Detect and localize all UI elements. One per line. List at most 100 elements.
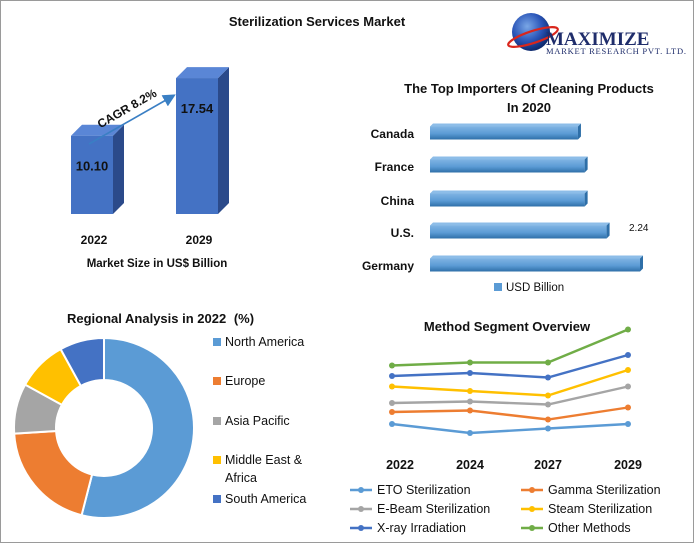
- method-series-line: [391, 328, 629, 367]
- importer-bar-end: [577, 123, 581, 140]
- market-bar-side: [113, 124, 124, 214]
- method-legend-label: Steam Sterilization: [548, 502, 652, 516]
- method-legend-label: E-Beam Sterilization: [377, 502, 490, 516]
- importer-data-label: 2.24: [629, 223, 649, 234]
- method-series-point: [467, 359, 473, 366]
- method-series-point: [625, 421, 631, 427]
- market-size-title: Sterilization Services Market: [229, 14, 406, 29]
- importers-legend-swatch: [494, 283, 502, 291]
- regional-title-suffix: (%): [234, 311, 254, 326]
- method-legend-marker: [358, 506, 364, 512]
- method-legend-marker: [529, 506, 535, 512]
- importers-title-line-2: In 2020: [507, 100, 551, 115]
- importers-legend-label: USD Billion: [506, 282, 564, 294]
- method-series-point: [467, 430, 473, 436]
- regional-title: Regional Analysis in 2022 (%): [67, 311, 254, 326]
- market-bar-top: [71, 124, 124, 136]
- method-x-tick: 2027: [534, 458, 562, 472]
- method-legend-label: Other Methods: [548, 521, 631, 535]
- regional-chart: Regional Analysis in 2022 (%) North Amer…: [13, 311, 306, 519]
- method-series-line: [391, 385, 629, 406]
- market-bar-top: [176, 67, 229, 79]
- region-legend-swatch: [213, 377, 221, 385]
- region-legend-swatch: [213, 495, 221, 503]
- method-series-point: [625, 404, 631, 411]
- market-bar: [71, 135, 113, 214]
- method-legend-label: Gamma Sterilization: [548, 483, 661, 497]
- importer-bar: [430, 193, 585, 207]
- importer-bar: [430, 126, 578, 140]
- region-legend-label: Asia Pacific: [225, 414, 290, 428]
- importer-bar-end: [584, 156, 588, 173]
- importer-bar-top: [430, 123, 581, 127]
- method-series-point: [545, 374, 551, 381]
- method-series-point: [545, 359, 551, 366]
- method-series-line: [391, 368, 629, 397]
- method-series-point: [389, 400, 395, 406]
- globe-swoosh: [507, 26, 559, 48]
- method-series-point: [545, 392, 551, 399]
- importer-bar-top: [430, 156, 588, 160]
- market-bar-value: 10.10: [76, 159, 109, 174]
- market-year-label: 2022: [81, 233, 108, 247]
- region-legend-label: Europe: [225, 374, 265, 388]
- importer-bar: [430, 225, 607, 239]
- maximize-logo: MAXIMIZE MARKET RESEARCH PVT. LTD.: [507, 13, 686, 56]
- market-year-label: 2029: [186, 233, 213, 247]
- region-legend-label: North America: [225, 335, 304, 349]
- importer-bar-end: [640, 255, 643, 272]
- importer-bar-end: [584, 190, 588, 207]
- market-bar: [176, 78, 218, 214]
- importer-bar-top: [430, 190, 588, 194]
- region-legend-label: Africa: [225, 471, 257, 485]
- method-series-point: [389, 362, 395, 369]
- region-legend-label: South America: [225, 492, 306, 506]
- method-chart: Method Segment Overview 2022 2024 2027 2029…: [350, 319, 661, 535]
- importers-chart: The Top Importers Of Cleaning Products I…: [362, 81, 654, 294]
- method-series-point: [389, 421, 395, 427]
- market-bar-value: 17.54: [181, 101, 214, 116]
- market-size-chart: Sterilization Services Market 10.10 2022 1…: [71, 14, 406, 270]
- method-series-line: [391, 406, 629, 421]
- method-series-point: [467, 398, 473, 405]
- method-legend-marker: [358, 487, 364, 493]
- method-series-point: [389, 409, 395, 415]
- method-series-point: [389, 383, 395, 390]
- importers-title-line-1: The Top Importers Of Cleaning Products: [404, 81, 654, 96]
- method-series-point: [625, 367, 631, 373]
- method-series-point: [545, 416, 551, 423]
- importer-country-label: Germany: [362, 259, 414, 273]
- donut-slice: [59, 336, 105, 388]
- market-size-xlabel: Market Size in US$ Billion: [87, 258, 228, 270]
- method-series-point: [625, 326, 631, 333]
- method-x-tick: 2024: [456, 458, 484, 472]
- method-series-point: [389, 373, 395, 379]
- method-legend-marker: [358, 525, 364, 531]
- donut-slice: [80, 336, 196, 519]
- method-series-line: [391, 422, 629, 435]
- method-series-line: [391, 353, 629, 379]
- logo-subtitle: MARKET RESEARCH PVT. LTD.: [546, 46, 686, 56]
- importer-bar: [430, 258, 640, 272]
- method-legend-marker: [529, 487, 535, 493]
- cagr-arrow: [88, 94, 176, 145]
- method-legend-label: ETO Sterilization: [377, 483, 471, 497]
- method-series-point: [545, 401, 551, 408]
- method-series-point: [467, 407, 473, 414]
- region-legend-swatch: [213, 417, 221, 425]
- method-title: Method Segment Overview: [424, 319, 591, 334]
- importer-country-label: Canada: [371, 127, 415, 141]
- market-bar-side: [218, 67, 229, 214]
- method-series-point: [467, 370, 473, 376]
- importer-bar-top: [430, 222, 610, 226]
- importer-country-label: U.S.: [391, 226, 414, 240]
- region-legend-swatch: [213, 338, 221, 346]
- importer-bar: [430, 159, 585, 173]
- method-series-point: [545, 425, 551, 432]
- regional-title-main: Regional Analysis in 2022: [67, 311, 226, 326]
- importer-bar-end: [606, 222, 610, 239]
- method-series-point: [625, 383, 631, 390]
- method-series-point: [625, 352, 631, 358]
